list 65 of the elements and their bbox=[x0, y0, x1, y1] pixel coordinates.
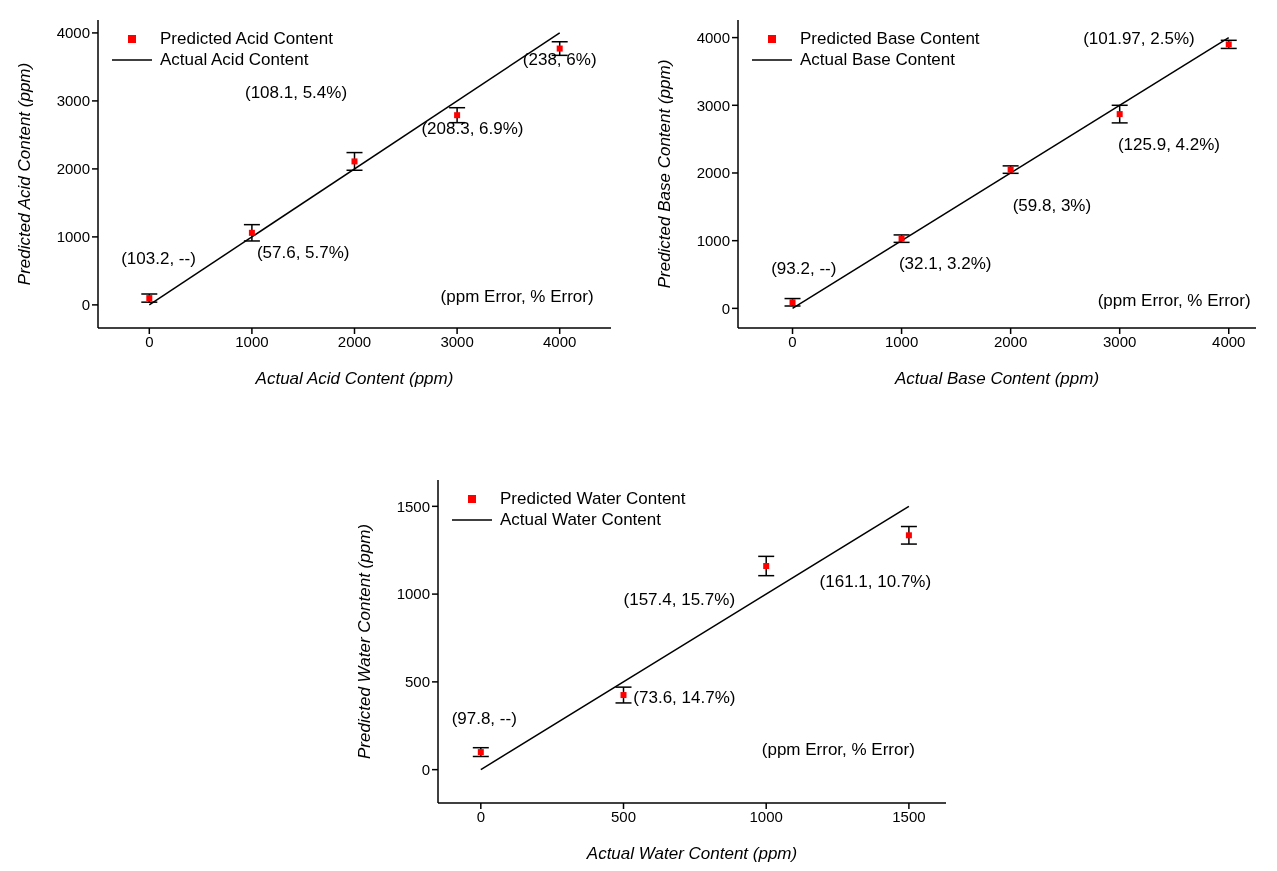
x-tick-label: 2000 bbox=[337, 332, 372, 350]
legend-label: Predicted Water Content bbox=[500, 488, 686, 509]
legend-label: Predicted Acid Content bbox=[160, 28, 333, 49]
point bbox=[248, 229, 255, 236]
y-tick-label: 1000 bbox=[696, 232, 730, 249]
y-tick-label: 2000 bbox=[56, 160, 90, 178]
annotation: (97.8, --) bbox=[451, 708, 517, 729]
x-tick-label: 2000 bbox=[993, 332, 1028, 350]
annotation: (59.8, 3%) bbox=[1012, 196, 1092, 217]
y-tick-label: 3000 bbox=[696, 96, 730, 114]
legend-label: Actual Acid Content bbox=[160, 49, 309, 70]
x-tick-label: 1500 bbox=[892, 807, 926, 825]
x-tick-label: 0 bbox=[476, 807, 485, 825]
x-axis-title: Actual Water Content (ppm) bbox=[585, 844, 798, 863]
y-axis-title: Predicted Water Content (ppm) bbox=[355, 524, 375, 759]
y-tick-label: 4000 bbox=[696, 28, 730, 46]
x-tick-label: 500 bbox=[610, 807, 637, 825]
legend-label: Actual Water Content bbox=[500, 509, 661, 530]
y-tick-label: 1500 bbox=[396, 497, 430, 515]
annotation: (32.1, 3.2%) bbox=[898, 254, 992, 275]
point bbox=[905, 532, 912, 539]
y-tick-label: 500 bbox=[404, 673, 430, 691]
x-tick-label: 0 bbox=[788, 332, 797, 350]
annotation: (93.2, --) bbox=[771, 259, 837, 280]
y-tick-label: 4000 bbox=[56, 24, 90, 42]
x-tick-label: 3000 bbox=[1103, 332, 1137, 350]
annotation: (57.6, 5.7%) bbox=[256, 243, 350, 264]
y-tick-label: 2000 bbox=[696, 164, 730, 182]
x-tick-label: 0 bbox=[145, 332, 154, 350]
annotation: (ppm Error, % Error) bbox=[761, 740, 915, 761]
x-tick-label: 4000 bbox=[543, 332, 577, 350]
annotation: (ppm Error, % Error) bbox=[1097, 291, 1251, 312]
annotation: (157.4, 15.7%) bbox=[623, 589, 736, 610]
annotation: (161.1, 10.7%) bbox=[819, 571, 932, 592]
y-tick-label: 0 bbox=[421, 760, 430, 778]
x-axis-title: Actual Acid Content (ppm) bbox=[254, 369, 454, 388]
annotation: (208.3, 6.9%) bbox=[421, 119, 524, 140]
annotation: (238, 6%) bbox=[522, 50, 597, 71]
x-tick-label: 1000 bbox=[235, 332, 269, 350]
point bbox=[454, 112, 461, 119]
point bbox=[351, 158, 358, 165]
y-tick-label: 1000 bbox=[56, 228, 90, 246]
annotation: (108.1, 5.4%) bbox=[244, 82, 348, 103]
legend-label: Predicted Base Content bbox=[800, 28, 980, 49]
y-tick-label: 1000 bbox=[396, 585, 430, 603]
point bbox=[763, 563, 770, 570]
y-tick-label: 3000 bbox=[56, 92, 90, 110]
annotation: (125.9, 4.2%) bbox=[1117, 134, 1220, 155]
point bbox=[1116, 111, 1123, 118]
legend-label: Actual Base Content bbox=[800, 49, 955, 70]
x-tick-label: 3000 bbox=[440, 332, 474, 350]
x-axis-title: Actual Base Content (ppm) bbox=[893, 369, 1100, 388]
point bbox=[556, 45, 563, 52]
x-tick-label: 4000 bbox=[1212, 332, 1246, 350]
y-tick-label: 0 bbox=[81, 296, 90, 314]
point bbox=[620, 692, 627, 699]
annotation: (103.2, --) bbox=[121, 249, 196, 270]
x-tick-label: 1000 bbox=[749, 807, 783, 825]
annotation: (ppm Error, % Error) bbox=[440, 287, 594, 308]
y-tick-label: 0 bbox=[721, 299, 730, 317]
y-axis-title: Predicted Base Content (ppm) bbox=[655, 59, 675, 289]
annotation: (101.97, 2.5%) bbox=[1083, 29, 1195, 50]
annotation: (73.6, 14.7%) bbox=[633, 687, 736, 708]
x-tick-label: 1000 bbox=[884, 332, 919, 350]
y-axis-title: Predicted Acid Content (ppm) bbox=[15, 62, 35, 286]
